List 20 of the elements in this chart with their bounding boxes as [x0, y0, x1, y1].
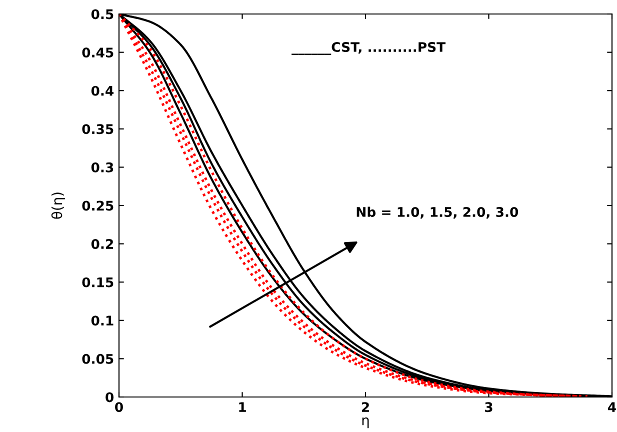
x-tick-label: 0	[115, 402, 123, 412]
y-tick-label: 0.4	[91, 86, 114, 96]
annotation: Nb = 1.0, 1.5, 2.0, 3.0	[356, 206, 518, 219]
x-tick-label: 3	[485, 402, 492, 412]
y-tick-label: 0.5	[91, 9, 114, 20]
y-tick-label: 0.1	[91, 316, 114, 326]
x-axis-title: η	[362, 417, 369, 428]
y-tick-label: 0.2	[91, 239, 113, 249]
y-tick-label: 0.3	[91, 162, 114, 172]
y-tick-label: 0.05	[82, 354, 114, 364]
x-tick-label: 4	[608, 402, 616, 412]
y-tick-label: 0	[106, 392, 114, 402]
annotation: ______CST, ..........PST	[292, 42, 446, 55]
y-tick-label: 0.45	[82, 48, 114, 58]
y-tick-label: 0.15	[82, 277, 114, 288]
x-tick-label: 2	[362, 402, 369, 412]
x-tick-label: 1	[239, 402, 246, 412]
y-tick-label: 0.35	[82, 124, 114, 134]
y-axis-title: θ(η)	[51, 192, 65, 219]
y-tick-label: 0.25	[82, 200, 114, 211]
